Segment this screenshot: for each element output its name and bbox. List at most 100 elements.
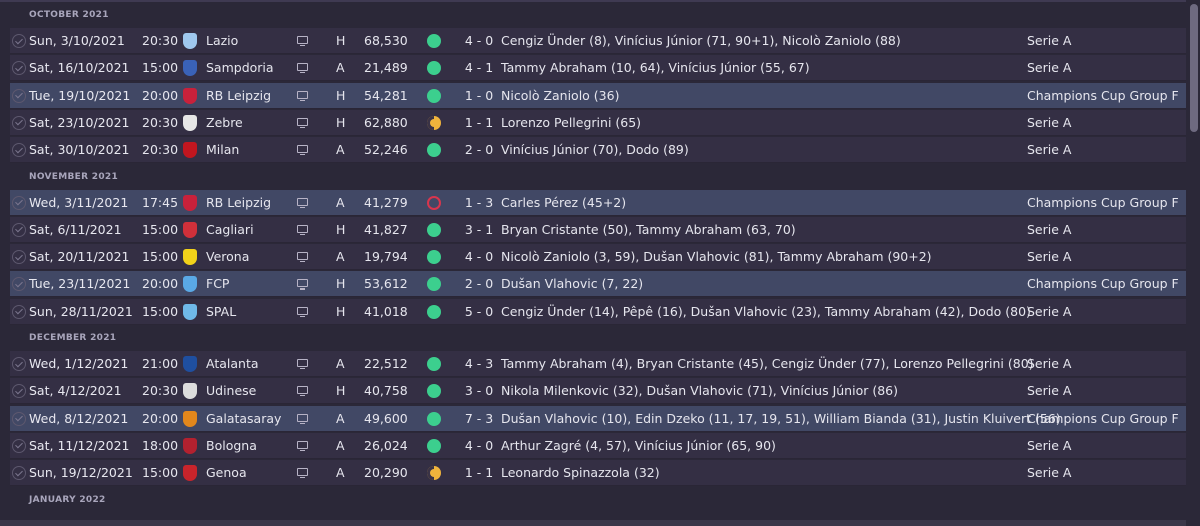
check-icon bbox=[12, 304, 26, 319]
fixture-row[interactable]: Wed, 3/11/2021 17:45 RB Leipzig A 41,279 1 - … bbox=[10, 189, 1186, 216]
competition[interactable]: Serie A bbox=[1027, 114, 1072, 130]
opponent-team[interactable]: Verona bbox=[206, 249, 250, 265]
competition[interactable]: Serie A bbox=[1027, 33, 1072, 48]
scrollbar-thumb[interactable] bbox=[1190, 4, 1198, 132]
result-loss-icon bbox=[427, 195, 441, 210]
score: 4 - 0 bbox=[464, 249, 494, 265]
fixture-row[interactable]: Sat, 23/10/2021 20:30 Zebre H 62,880 1 - 1 Lor… bbox=[10, 109, 1186, 136]
opponent-team[interactable]: RB Leipzig bbox=[206, 87, 272, 103]
goal-scorers: Vinícius Júnior (70), Dodo (89) bbox=[501, 142, 689, 158]
competition[interactable]: Serie A bbox=[1027, 465, 1072, 481]
tv-icon bbox=[297, 386, 308, 397]
opponent-team[interactable]: Atalanta bbox=[206, 356, 259, 371]
result-win-icon bbox=[427, 250, 441, 265]
venue: H bbox=[336, 33, 346, 48]
competition[interactable]: Serie A bbox=[1027, 356, 1072, 371]
club-crest-icon bbox=[183, 437, 197, 454]
fixture-date: Wed, 8/12/2021 bbox=[29, 410, 129, 426]
opponent-team[interactable]: SPAL bbox=[206, 303, 237, 319]
fixture-row[interactable]: Sat, 20/11/2021 15:00 Verona A 19,794 4 - 0 Ni… bbox=[10, 244, 1186, 271]
club-crest-icon bbox=[183, 33, 197, 49]
competition[interactable]: Champions Cup Group F bbox=[1027, 410, 1179, 426]
opponent-team[interactable]: FCP bbox=[206, 276, 230, 292]
fixture-date: Tue, 19/10/2021 bbox=[29, 87, 131, 103]
fixture-row[interactable]: Sat, 16/10/2021 15:00 Sampdoria A 21,489 4 - … bbox=[10, 55, 1186, 82]
check-icon bbox=[12, 143, 26, 158]
attendance: 20,290 bbox=[364, 465, 408, 481]
fixture-row[interactable]: Sun, 3/10/2021 20:30 Lazio H 68,530 4 - 0 Ceng… bbox=[10, 28, 1186, 54]
attendance: 21,489 bbox=[364, 60, 408, 76]
fixture-row[interactable]: Sat, 6/11/2021 15:00 Cagliari H 41,827 3 - 1 B… bbox=[10, 216, 1186, 243]
opponent-team[interactable]: Bologna bbox=[206, 437, 257, 453]
fixture-date: Sat, 11/12/2021 bbox=[29, 437, 130, 453]
opponent-team[interactable]: Genoa bbox=[206, 465, 247, 481]
result-win-icon bbox=[427, 357, 441, 371]
fixture-date: Wed, 3/11/2021 bbox=[29, 194, 129, 210]
fixture-time: 20:00 bbox=[142, 276, 179, 292]
fixture-row[interactable]: Sun, 28/11/2021 15:00 SPAL H 41,018 5 - 0 Ceng… bbox=[10, 298, 1186, 325]
fixture-row[interactable]: Sat, 4/12/2021 20:30 Udinese H 40,758 3 - 0 Ni… bbox=[10, 378, 1186, 405]
club-crest-icon bbox=[183, 221, 197, 238]
fixture-date: Tue, 23/11/2021 bbox=[29, 276, 131, 292]
opponent-team[interactable]: Lazio bbox=[206, 33, 239, 48]
competition[interactable]: Serie A bbox=[1027, 303, 1072, 319]
fixture-row[interactable]: Wed, 8/12/2021 20:00 Galatasaray A 49,600 7 -… bbox=[10, 405, 1186, 432]
opponent-team[interactable]: Cagliari bbox=[206, 221, 254, 237]
score: 3 - 1 bbox=[464, 221, 494, 237]
vertical-scrollbar[interactable] bbox=[1186, 0, 1200, 526]
check-icon bbox=[12, 222, 26, 237]
attendance: 53,612 bbox=[364, 276, 408, 292]
club-crest-icon bbox=[183, 142, 197, 159]
club-crest-icon bbox=[183, 249, 197, 266]
result-draw-icon bbox=[427, 466, 441, 481]
opponent-team[interactable]: RB Leipzig bbox=[206, 194, 272, 210]
tv-icon bbox=[297, 36, 308, 47]
fixture-row[interactable]: Tue, 23/11/2021 20:00 FCP H 53,612 2 - 0 Dušan… bbox=[10, 271, 1186, 298]
result-win-icon bbox=[427, 304, 441, 319]
competition[interactable]: Champions Cup Group F bbox=[1027, 194, 1179, 210]
tv-icon bbox=[297, 306, 308, 317]
venue: A bbox=[336, 249, 345, 265]
month-header: NOVEMBER 2021 bbox=[0, 165, 1186, 188]
fixture-row[interactable]: Tue, 19/10/2021 20:00 RB Leipzig H 54,281 1 -… bbox=[10, 82, 1186, 109]
score: 1 - 3 bbox=[464, 194, 494, 210]
result-win-icon bbox=[427, 222, 441, 237]
fixture-time: 18:00 bbox=[142, 437, 179, 453]
fixture-time: 15:00 bbox=[142, 465, 179, 481]
fixture-row[interactable]: Sat, 11/12/2021 18:00 Bologna A 26,024 4 - 0 A… bbox=[10, 432, 1186, 459]
tv-icon bbox=[297, 279, 308, 290]
opponent-team[interactable]: Milan bbox=[206, 142, 240, 158]
opponent-team[interactable]: Zebre bbox=[206, 114, 243, 130]
result-win-icon bbox=[427, 438, 441, 453]
competition[interactable]: Serie A bbox=[1027, 383, 1072, 399]
check-icon bbox=[12, 384, 26, 399]
horizontal-scrollbar[interactable] bbox=[0, 520, 1186, 526]
club-crest-icon bbox=[183, 87, 197, 104]
opponent-team[interactable]: Sampdoria bbox=[206, 60, 274, 76]
competition[interactable]: Serie A bbox=[1027, 249, 1072, 265]
fixture-row[interactable]: Wed, 1/12/2021 21:00 Atalanta A 22,512 4 - 3 T… bbox=[10, 351, 1186, 377]
competition[interactable]: Champions Cup Group F bbox=[1027, 87, 1179, 103]
tv-icon bbox=[297, 63, 308, 74]
check-icon bbox=[12, 277, 26, 292]
check-icon bbox=[12, 466, 26, 481]
opponent-team[interactable]: Galatasaray bbox=[206, 410, 282, 426]
attendance: 52,246 bbox=[364, 142, 408, 158]
fixture-row[interactable]: Sun, 19/12/2021 15:00 Genoa A 20,290 1 - 1 Leo… bbox=[10, 460, 1186, 487]
competition[interactable]: Serie A bbox=[1027, 437, 1072, 453]
score: 2 - 0 bbox=[464, 142, 494, 158]
fixture-time: 20:00 bbox=[142, 87, 179, 103]
score: 4 - 3 bbox=[464, 356, 494, 371]
competition[interactable]: Champions Cup Group F bbox=[1027, 276, 1179, 292]
venue: H bbox=[336, 221, 346, 237]
venue: A bbox=[336, 437, 345, 453]
competition[interactable]: Serie A bbox=[1027, 142, 1072, 158]
competition[interactable]: Serie A bbox=[1027, 221, 1072, 237]
result-win-icon bbox=[427, 277, 441, 292]
month-header: JANUARY 2022 bbox=[0, 488, 1186, 511]
competition[interactable]: Serie A bbox=[1027, 60, 1072, 76]
tv-icon bbox=[297, 117, 308, 129]
opponent-team[interactable]: Udinese bbox=[206, 383, 257, 399]
fixture-row[interactable]: Sat, 30/10/2021 20:30 Milan A 52,246 2 - 0 Vin… bbox=[10, 137, 1186, 164]
attendance: 40,758 bbox=[364, 383, 408, 399]
